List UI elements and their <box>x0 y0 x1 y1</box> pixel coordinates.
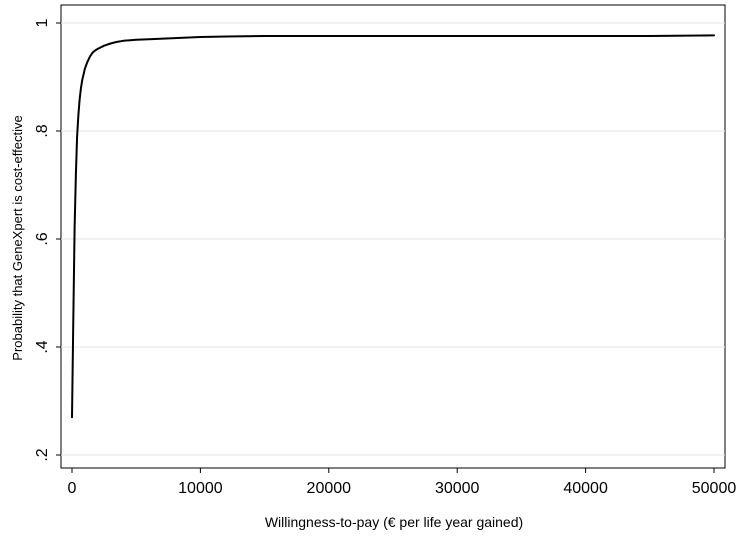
y-tick-label-1: .4 <box>34 340 51 353</box>
x-tick-label-4: 40000 <box>563 480 608 497</box>
y-tick-label-4: 1 <box>34 18 51 27</box>
x-axis-label: Willingness-to-pay (€ per life year gain… <box>265 514 523 530</box>
y-tick-label-2: .6 <box>34 232 51 245</box>
series-layer <box>71 34 715 419</box>
x-tick-label-2: 20000 <box>307 480 352 497</box>
x-tick-label-3: 30000 <box>435 480 480 497</box>
plot-border <box>60 4 726 469</box>
y-tick-label-0: .2 <box>34 448 51 461</box>
y-tick-label-3: .8 <box>34 124 51 137</box>
gridlines <box>61 22 725 456</box>
y-axis-label: Probability that GeneXpert is cost-effec… <box>10 115 25 360</box>
series-line-0 <box>71 34 715 419</box>
x-tick-label-5: 50000 <box>692 480 737 497</box>
axes: .2 .4 .6 .8 1 0 10000 20000 30000 40000 50000 <box>34 18 736 497</box>
x-tick-label-1: 10000 <box>178 480 223 497</box>
x-tick-label-0: 0 <box>68 480 77 497</box>
